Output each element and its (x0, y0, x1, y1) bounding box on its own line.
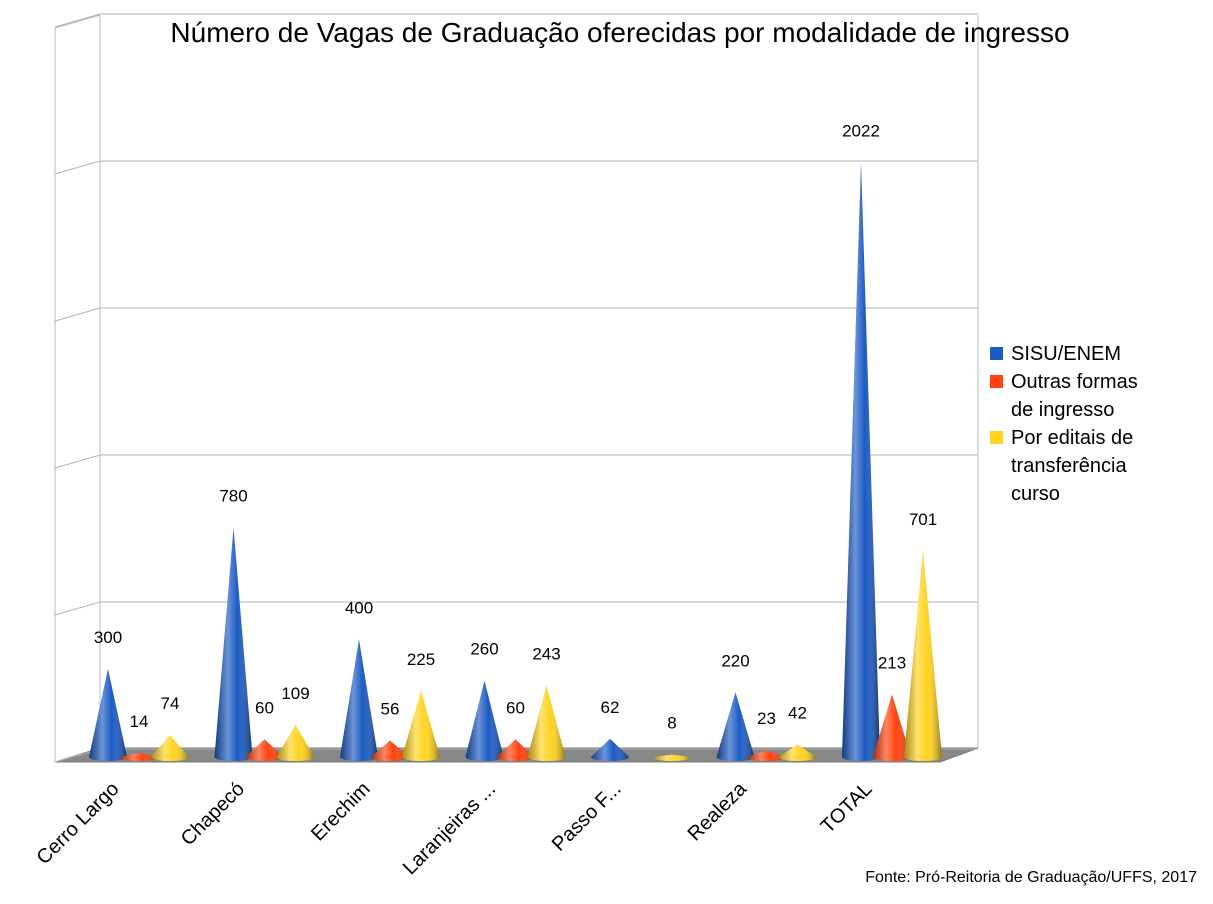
data-label: 2022 (842, 122, 880, 141)
cone (904, 550, 942, 761)
cone-shade (371, 740, 409, 761)
data-label: 225 (407, 650, 435, 669)
legend: SISU/ENEM Outras formas de ingresso Por ed… (990, 340, 1160, 508)
cone (842, 162, 880, 762)
data-label: 74 (161, 694, 180, 713)
cone-shade (214, 527, 253, 761)
grid-line (54, 13, 978, 28)
grid-line (54, 307, 978, 322)
legend-item: Outras formas de ingresso (990, 368, 1160, 424)
x-tick-label: Realeza (684, 777, 752, 845)
cone (716, 692, 755, 761)
cone-shade (904, 550, 942, 761)
data-label: 42 (788, 704, 807, 723)
legend-swatch (990, 375, 1003, 388)
cone-shade (873, 694, 911, 761)
data-label: 60 (255, 698, 274, 717)
grid-line (54, 160, 978, 175)
cone (778, 744, 817, 761)
legend-item: SISU/ENEM (990, 340, 1160, 368)
data-label: 60 (506, 698, 525, 717)
data-label: 260 (470, 640, 498, 659)
cone (120, 752, 158, 761)
cone (151, 735, 189, 761)
cone (402, 690, 440, 761)
cone-shade (653, 754, 691, 761)
data-label: 243 (532, 645, 560, 664)
x-tick-label: Erechim (307, 778, 374, 845)
cone (873, 694, 911, 761)
grid-line (54, 454, 978, 469)
wall-edge (54, 14, 101, 29)
cone-shade (402, 690, 440, 761)
cone-shade (89, 668, 127, 761)
data-label: 213 (878, 653, 906, 672)
cone-shade (591, 738, 629, 761)
cone (371, 740, 409, 761)
cone (89, 668, 127, 761)
legend-item: Por editais de transferência curso (990, 424, 1160, 508)
cone-shade (151, 735, 189, 761)
cone-shade (778, 744, 817, 761)
source-note: Fonte: Pró-Reitoria de Graduação/UFFS, 2… (865, 869, 1197, 886)
cone (465, 680, 504, 761)
cone-shade (747, 750, 786, 761)
legend-label: Por editais de transferência curso (1011, 427, 1134, 505)
cone-shade (120, 752, 158, 761)
cone-shade (276, 724, 315, 761)
data-label: 8 (667, 714, 676, 733)
x-tick-label: Cerro Largo (33, 778, 124, 869)
plot-frame (54, 13, 979, 763)
cone-shade (716, 692, 755, 761)
cone (496, 739, 535, 761)
data-label: 400 (345, 598, 373, 617)
legend-label: Outras formas de ingresso (1011, 371, 1138, 421)
cone-shade (465, 680, 504, 761)
grid-line (54, 601, 978, 616)
chart-title: Número de Vagas de Graduação oferecidas … (170, 17, 1069, 48)
data-label: 23 (757, 709, 776, 728)
x-tick-label: Laranjeiras ... (399, 778, 500, 879)
x-tick-label: Passo F... (548, 778, 626, 856)
data-label: 220 (721, 651, 749, 670)
legend-label: SISU/ENEM (1011, 343, 1122, 365)
data-label: 62 (601, 698, 620, 717)
cone (653, 754, 691, 761)
data-label: 109 (281, 684, 309, 703)
legend-swatch (990, 431, 1003, 444)
cone (245, 739, 284, 761)
data-label: 701 (909, 510, 937, 529)
cone-shade (496, 739, 535, 761)
x-tick-label: Chapecó (177, 778, 249, 850)
cone (214, 527, 253, 761)
cone (591, 738, 629, 761)
cone-shade (842, 162, 880, 762)
legend-swatch (990, 347, 1003, 360)
cone (527, 685, 566, 761)
data-label: 14 (130, 712, 149, 731)
cone-shade (527, 685, 566, 761)
data-label: 780 (219, 487, 247, 506)
cone (747, 750, 786, 761)
cone-shade (340, 639, 378, 761)
cone-shade (245, 739, 284, 761)
data-label: 56 (381, 700, 400, 719)
data-label: 300 (94, 628, 122, 647)
x-tick-label: TOTAL (817, 778, 877, 838)
cone (276, 724, 315, 761)
cone (340, 639, 378, 761)
